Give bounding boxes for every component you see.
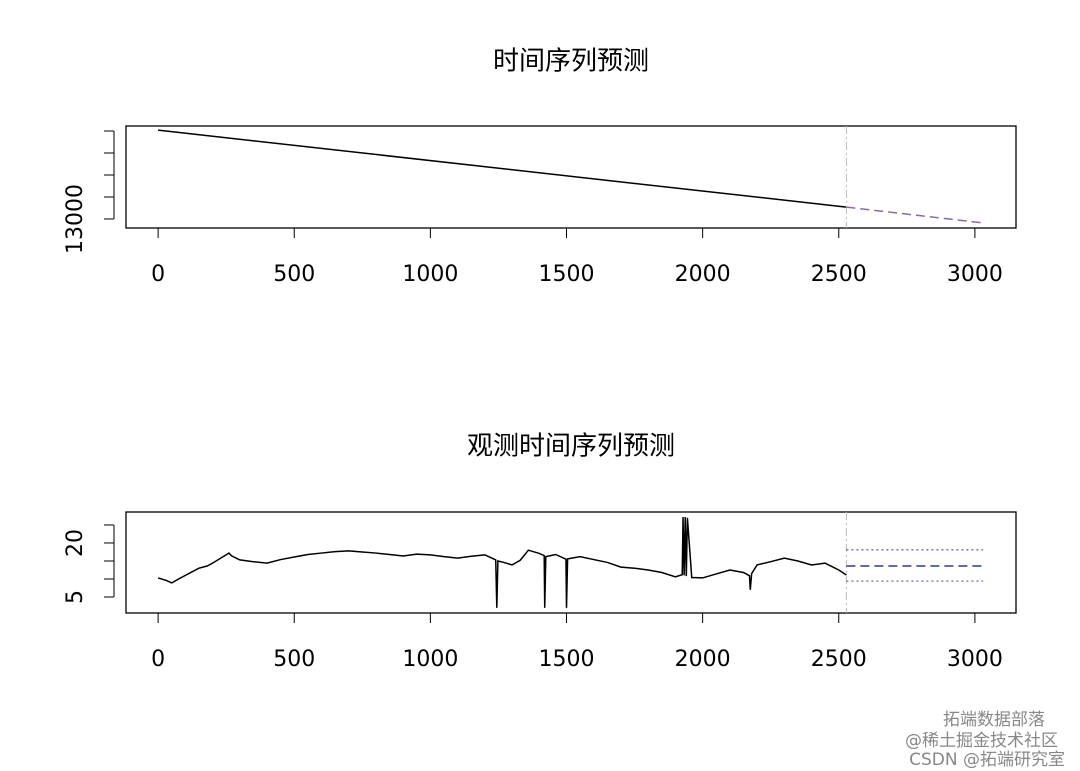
x-tick-label: 1000 — [402, 647, 458, 672]
plot-frame — [125, 125, 1017, 229]
plot-frame — [125, 511, 1017, 614]
x-tick-label: 0 — [151, 262, 165, 287]
x-tick-label: 2500 — [811, 647, 867, 672]
observed-line — [158, 129, 847, 208]
forecast-mean — [846, 206, 984, 224]
x-tick-label: 1500 — [539, 262, 595, 287]
y-tick-label: 13000 — [63, 184, 88, 254]
x-tick-label: 0 — [151, 647, 165, 672]
chart-title: 观测时间序列预测 — [467, 432, 675, 462]
y-tick-label: 20 — [63, 529, 88, 557]
watermark: @稀土掘金技术社区 — [905, 731, 1058, 751]
y-tick-label: 5 — [63, 590, 88, 604]
chart-title: 时间序列预测 — [493, 47, 649, 77]
observed-line — [157, 517, 847, 608]
x-tick-label: 3000 — [947, 262, 1003, 287]
x-tick-label: 500 — [273, 647, 315, 672]
x-tick-label: 1500 — [539, 647, 595, 672]
x-tick-label: 500 — [273, 262, 315, 287]
x-tick-label: 3000 — [947, 647, 1003, 672]
x-tick-label: 2000 — [675, 262, 731, 287]
x-tick-label: 2000 — [675, 647, 731, 672]
watermark: 拓端数据部落 — [943, 710, 1045, 730]
watermark: CSDN @拓端研究室 — [909, 750, 1065, 770]
x-tick-label: 2500 — [811, 262, 867, 287]
x-tick-label: 1000 — [402, 262, 458, 287]
